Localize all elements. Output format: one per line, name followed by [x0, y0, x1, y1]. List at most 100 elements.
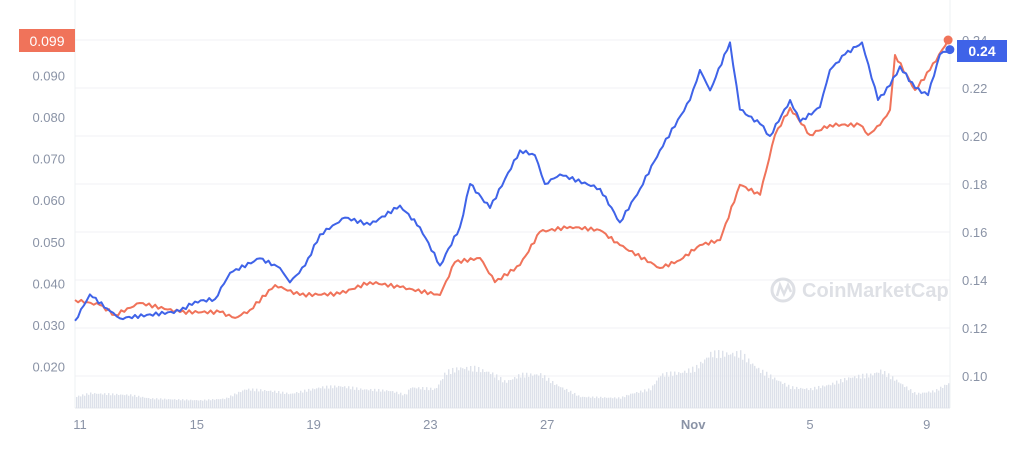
volume-bar — [102, 394, 104, 408]
orange-series-line — [74, 39, 950, 319]
volume-bar — [832, 382, 834, 408]
volume-bar — [602, 398, 604, 408]
volume-bar — [612, 398, 614, 408]
volume-bar — [858, 374, 860, 408]
volume-bar — [908, 390, 910, 408]
volume-bar — [266, 390, 268, 408]
volume-bar — [578, 395, 580, 408]
volume-bar — [778, 380, 780, 408]
volume-bar — [696, 364, 698, 408]
x-axis-tick: 5 — [806, 417, 813, 432]
volume-bar — [542, 377, 544, 408]
volume-bar — [634, 393, 636, 408]
volume-bar — [410, 388, 412, 408]
volume-bar — [494, 377, 496, 408]
volume-bar — [618, 397, 620, 408]
volume-bar — [642, 392, 644, 408]
volume-bar — [564, 389, 566, 408]
volume-bar — [742, 359, 744, 408]
volume-bar — [438, 384, 440, 408]
left-axis-tick: 0.090 — [32, 68, 65, 83]
volume-bar — [588, 396, 590, 408]
volume-bar — [236, 394, 238, 408]
volume-bar — [194, 400, 196, 408]
volume-bar — [496, 374, 498, 408]
volume-bar — [402, 395, 404, 408]
volume-bar — [870, 373, 872, 408]
volume-bar — [400, 392, 402, 408]
volume-bar — [884, 371, 886, 408]
volume-bar — [114, 395, 116, 408]
volume-bar — [768, 377, 770, 408]
volume-bar — [140, 397, 142, 408]
volume-bar — [462, 368, 464, 408]
volume-bar — [510, 380, 512, 408]
volume-bar — [248, 388, 250, 408]
volume-bar — [272, 391, 274, 408]
volume-bar — [214, 399, 216, 408]
volume-bar — [168, 399, 170, 408]
volume-bar — [748, 358, 750, 408]
volume-bar — [320, 388, 322, 408]
volume-bar — [340, 386, 342, 408]
volume-bar — [690, 372, 692, 408]
volume-bar — [528, 376, 530, 408]
volume-bar — [504, 380, 506, 408]
volume-bar — [624, 397, 626, 408]
volume-bar — [780, 381, 782, 408]
blue-last-point — [945, 45, 955, 55]
volume-bar — [450, 374, 452, 408]
volume-bar — [850, 377, 852, 408]
volume-bar — [774, 377, 776, 408]
volume-bar — [794, 389, 796, 408]
volume-bar — [480, 372, 482, 408]
volume-bar — [914, 392, 916, 408]
volume-bar — [360, 388, 362, 408]
volume-bar — [328, 388, 330, 408]
volume-bar — [916, 394, 918, 408]
volume-bar — [376, 391, 378, 408]
volume-bar — [718, 350, 720, 408]
volume-bar — [254, 391, 256, 408]
volume-bar — [310, 390, 312, 408]
volume-bar — [800, 387, 802, 408]
volume-bar — [278, 391, 280, 408]
volume-bar — [562, 387, 564, 408]
volume-bar — [98, 393, 100, 408]
volume-bar — [560, 387, 562, 408]
volume-bar — [682, 372, 684, 408]
volume-bar — [534, 374, 536, 408]
volume-bar — [104, 393, 106, 408]
volume-bar — [820, 388, 822, 408]
volume-bar — [854, 376, 856, 408]
volume-bar — [134, 394, 136, 408]
volume-bar — [668, 376, 670, 408]
volume-bar — [892, 376, 894, 408]
volume-bar — [218, 399, 220, 408]
volume-bar — [434, 388, 436, 408]
orange-last-value-badge — [19, 29, 75, 52]
volume-bar — [412, 387, 414, 408]
volume-bar — [788, 384, 790, 408]
volume-bar — [752, 363, 754, 408]
right-axis-tick: 0.12 — [962, 321, 987, 336]
volume-bar — [76, 396, 78, 408]
volume-bar — [242, 390, 244, 408]
x-axis-tick: 23 — [423, 417, 437, 432]
volume-bar — [862, 373, 864, 408]
volume-bar — [552, 380, 554, 408]
volume-bar — [582, 396, 584, 408]
volume-bar — [596, 396, 598, 408]
volume-bar — [670, 371, 672, 408]
volume-bar — [678, 372, 680, 408]
volume-bar — [660, 376, 662, 408]
volume-bar — [736, 351, 738, 408]
volume-bar — [112, 393, 114, 408]
volume-bar — [466, 366, 468, 408]
volume-bar — [942, 388, 944, 408]
volume-bar — [122, 394, 124, 408]
volume-bar — [432, 389, 434, 408]
volume-bar — [928, 391, 930, 408]
volume-bar — [676, 374, 678, 408]
volume-bar — [476, 371, 478, 408]
